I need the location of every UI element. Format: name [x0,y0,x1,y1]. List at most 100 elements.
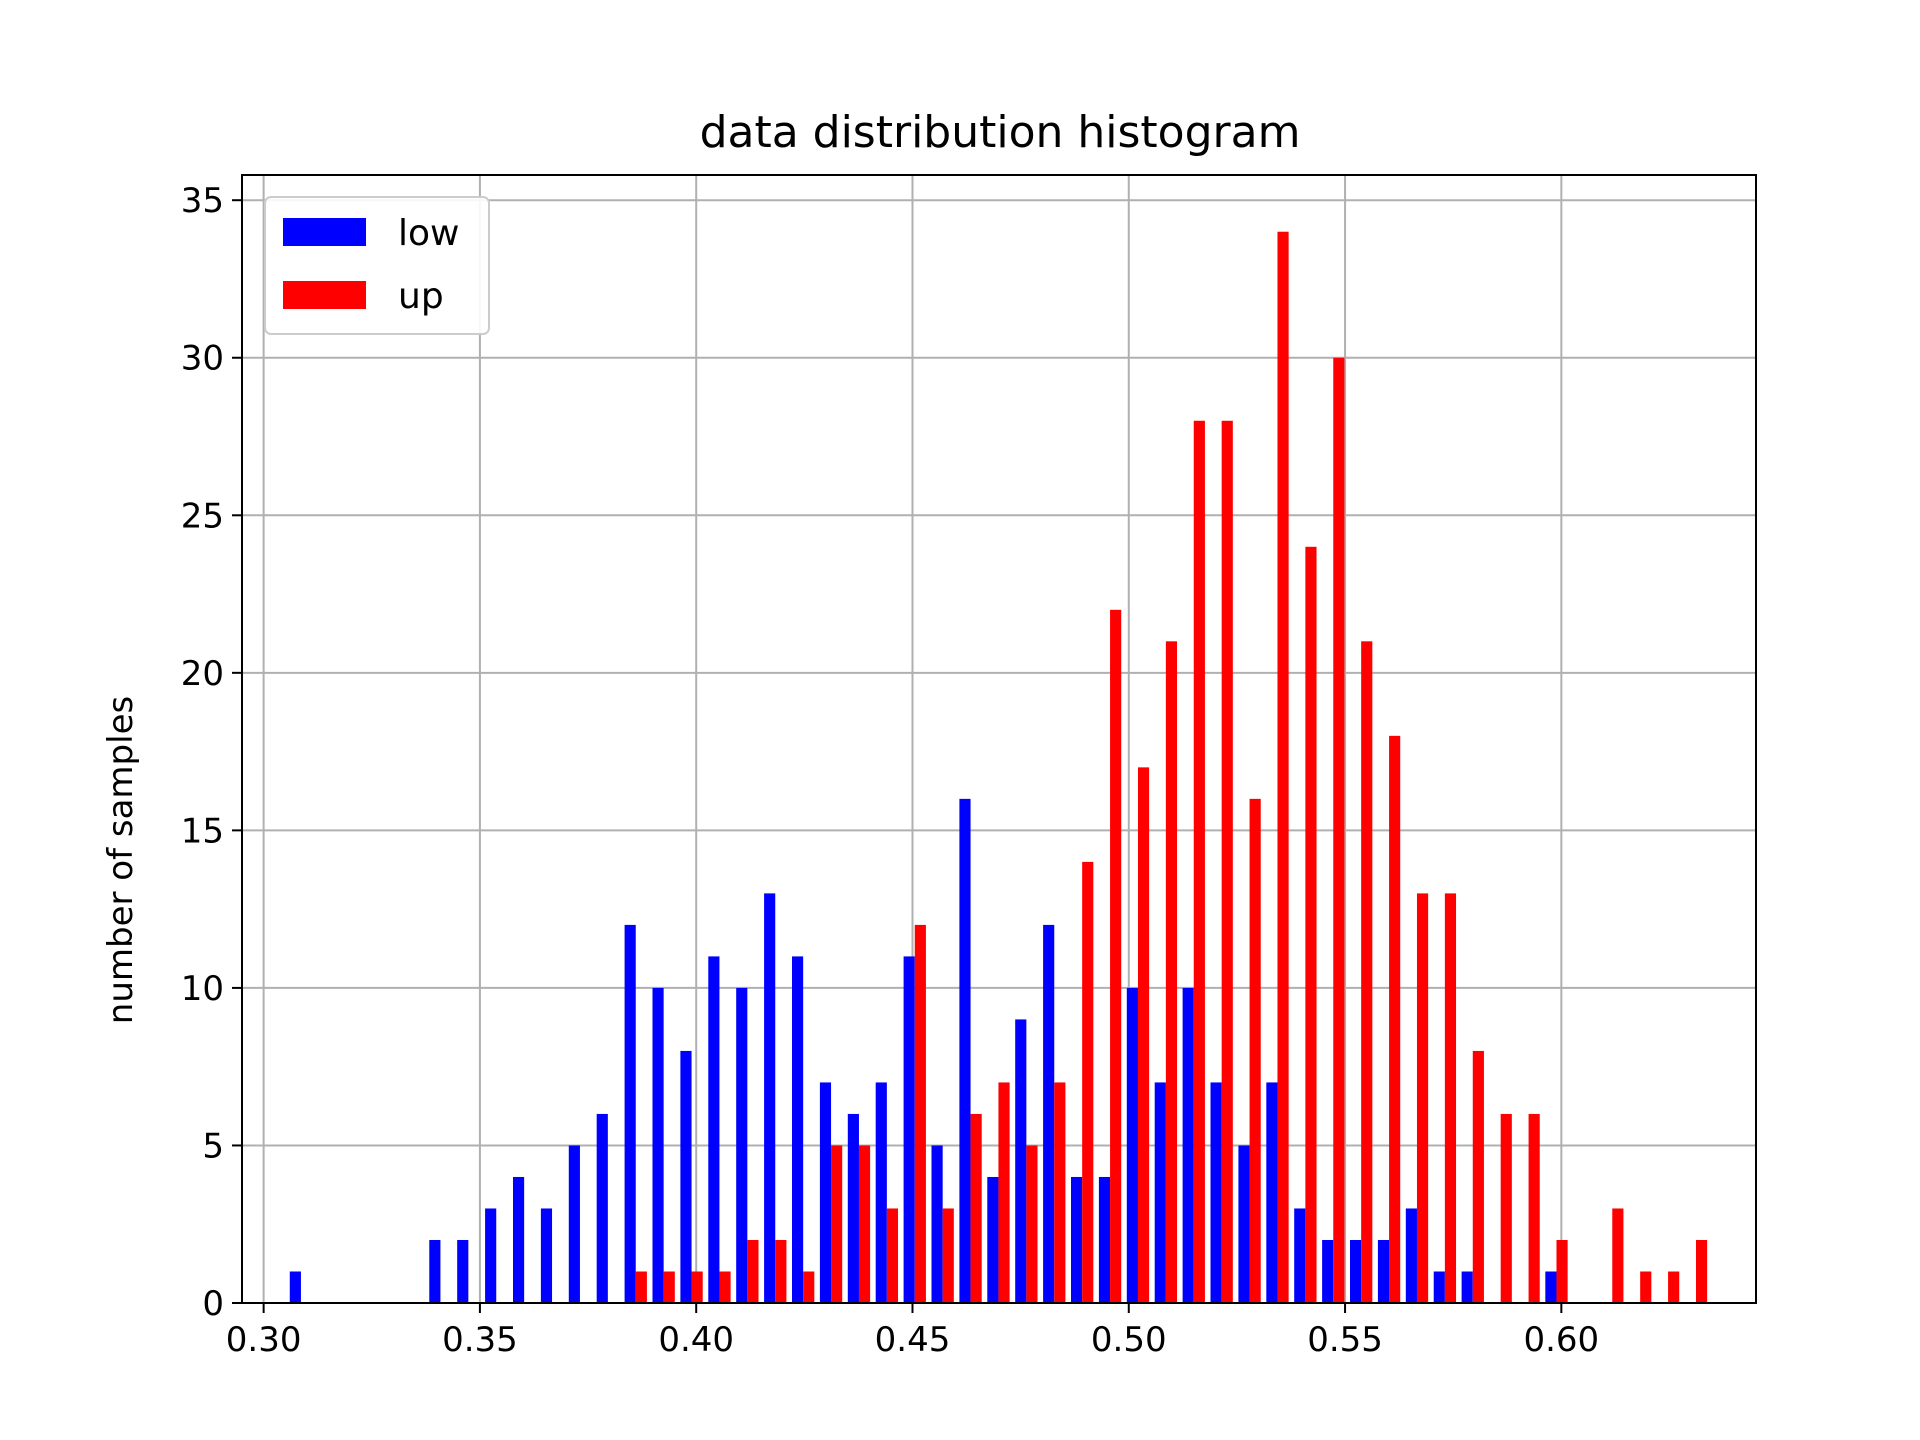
bar-up [691,1271,703,1303]
bar-up [663,1271,675,1303]
bar-up [1556,1239,1568,1303]
bar-up [719,1271,731,1303]
bar-up [1277,231,1289,1303]
bar-low [1210,1082,1222,1303]
x-tick-label: 0.30 [226,1320,302,1360]
bar-low [457,1239,469,1303]
bar-low [289,1271,301,1303]
bar-low [847,1113,859,1303]
bar-low [624,924,636,1303]
bar-up [942,1208,954,1303]
bar-up [1389,735,1401,1303]
bar-up [803,1271,815,1303]
chart-title: data distribution histogram [700,107,1301,158]
bar-low [512,1176,525,1303]
bar-up [1249,798,1261,1303]
bar-up [1640,1271,1652,1303]
bars [289,231,1708,1303]
bar-up [1165,641,1178,1303]
y-tick-label: 25 [181,496,224,536]
bar-up [1193,420,1205,1303]
bar-up [1333,357,1345,1303]
bar-up [886,1208,899,1303]
bar-low [1043,924,1055,1303]
bar-low [1294,1208,1306,1303]
bar-up [1695,1239,1708,1303]
bar-low [764,893,776,1303]
y-tick-label: 0 [202,1284,224,1324]
bar-up [1668,1271,1680,1303]
bar-up [635,1271,647,1303]
bar-up [914,924,926,1303]
x-tick-label: 0.35 [442,1320,518,1360]
bar-up [1221,420,1233,1303]
bar-low [1545,1271,1557,1303]
bar-low [1126,987,1138,1303]
bar-up [1528,1113,1540,1303]
bar-low [485,1208,497,1303]
x-tick-label: 0.50 [1091,1320,1167,1360]
bar-low [1350,1239,1362,1303]
x-tick-label: 0.40 [658,1320,734,1360]
bar-low [1266,1082,1278,1303]
bar-up [1416,893,1429,1303]
bar-up [1472,1050,1484,1303]
legend-label-low: low [398,213,459,254]
bar-low [736,987,748,1303]
x-tick-label: 0.55 [1307,1320,1383,1360]
bar-low [875,1082,887,1303]
bar-low [931,1145,943,1303]
bar-low [1461,1271,1473,1303]
bar-low [1098,1176,1111,1303]
x-tick-label: 0.60 [1523,1320,1599,1360]
bar-low [1377,1239,1390,1303]
bar-low [903,956,915,1303]
bar-low [1322,1239,1334,1303]
bar-low [791,956,804,1303]
bar-low [959,798,971,1303]
bar-up [1305,546,1317,1303]
bar-low [596,1113,608,1303]
plot-frame [241,174,1757,1304]
bar-up [1500,1113,1512,1303]
bar-low [987,1176,999,1303]
y-tick-label: 35 [181,181,224,221]
legend-swatch-up [283,281,366,309]
bar-low [1433,1271,1445,1303]
y-tick-label: 20 [181,654,224,694]
bar-up [1444,893,1457,1303]
bar-up [858,1145,871,1303]
bar-low [429,1239,441,1303]
bar-low [819,1082,832,1303]
bar-low [1405,1208,1417,1303]
bar-up [1137,767,1150,1303]
bar-low [1182,987,1194,1303]
bar-up [775,1239,787,1303]
bar-up [998,1082,1010,1303]
y-tick-label: 15 [181,811,224,851]
bar-up [1054,1082,1066,1303]
bar-up [747,1239,759,1303]
legend-label-up: up [398,276,444,317]
bar-up [1110,609,1122,1303]
bar-up [1361,641,1373,1303]
bar-low [652,987,664,1303]
legend: low up [264,196,490,335]
bar-low [1071,1176,1083,1303]
x-tick-label: 0.45 [875,1320,951,1360]
bar-up [1026,1145,1038,1303]
y-tick-label: 10 [181,969,224,1009]
bar-low [1154,1082,1166,1303]
bar-low [568,1145,580,1303]
bar-up [970,1113,982,1303]
bar-low [1015,1019,1027,1303]
legend-swatch-low [283,218,366,246]
bar-low [680,1050,692,1303]
y-tick-label: 30 [181,339,224,379]
axis-ticks: 0.30 0.35 0.40 0.45 0.50 0.55 0.60 0 5 10 15 20 25 30… [181,181,1599,1360]
y-tick-label: 5 [202,1126,224,1166]
bar-up [1082,861,1094,1303]
bar-up [1612,1208,1624,1303]
y-axis-label: number of samples [101,696,141,1024]
